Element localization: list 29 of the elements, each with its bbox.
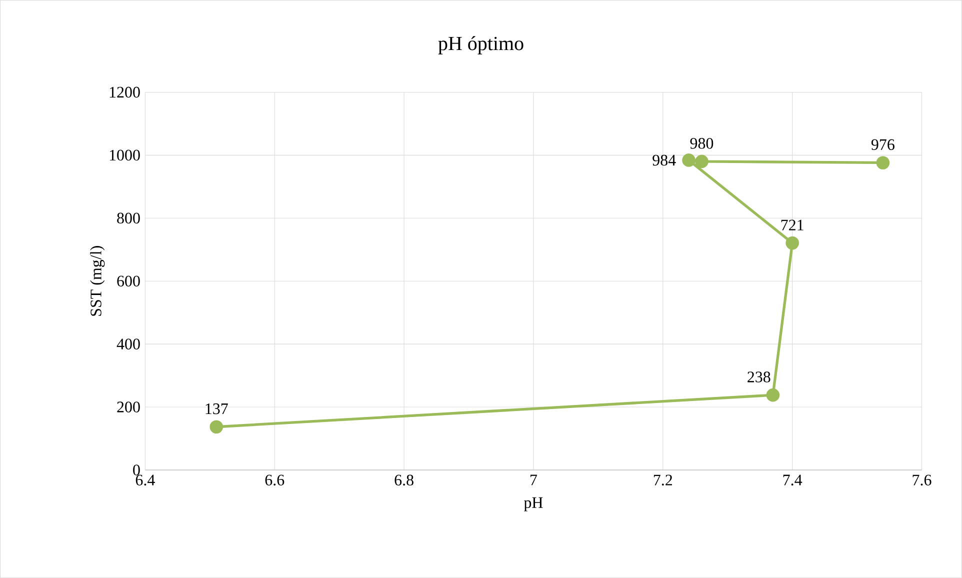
x-tick-label: 6.8: [394, 474, 414, 486]
x-axis-title: pH: [524, 497, 543, 512]
point: [766, 388, 780, 402]
y-tick-label: 400: [116, 338, 140, 350]
y-tick-label: 600: [117, 276, 140, 286]
x-tick-label: 7.4: [783, 474, 802, 486]
data-label: 984: [652, 154, 676, 166]
x-tick-label: 6.4: [136, 474, 155, 486]
y-tick-label: 0: [133, 464, 140, 476]
x-tick-label: 7.2: [654, 474, 672, 486]
point: [210, 420, 224, 434]
data-label: 721: [781, 220, 804, 230]
point: [786, 236, 799, 250]
data-label: 137: [206, 403, 228, 414]
y-tick-label: 800: [117, 212, 140, 224]
point: [876, 156, 890, 170]
point: [695, 154, 708, 168]
y-axis-title: SST (mg/l): [90, 246, 105, 316]
data-label: 238: [748, 371, 770, 382]
x-tick-label: 6.6: [265, 474, 284, 486]
data-label: 980: [690, 138, 714, 149]
point: [682, 153, 696, 167]
y-tick-label: 1000: [110, 150, 140, 160]
y-tick-label: 200: [117, 402, 140, 412]
x-tick-label: 7.6: [912, 474, 932, 486]
chart-title: pH óptimo: [438, 36, 524, 54]
y-tick-label: 1200: [110, 86, 140, 98]
x-tick-label: 7: [530, 474, 538, 486]
data-label: 976: [871, 139, 894, 150]
